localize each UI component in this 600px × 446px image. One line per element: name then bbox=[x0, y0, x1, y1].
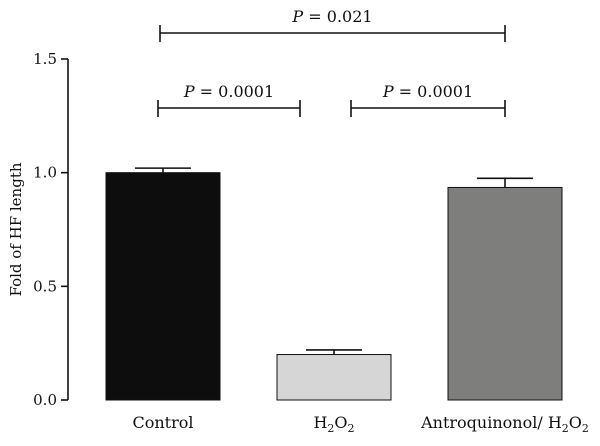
bar-2 bbox=[447, 186, 563, 401]
x-tick-label: H2O2 bbox=[313, 413, 354, 435]
p-value-label: P = 0.0001 bbox=[382, 82, 473, 101]
bar-0 bbox=[105, 172, 221, 401]
p-value-label: P = 0.021 bbox=[291, 7, 372, 26]
y-tick-label: 0.0 bbox=[33, 391, 57, 409]
p-value-label: P = 0.0001 bbox=[183, 82, 274, 101]
bar-1 bbox=[276, 354, 392, 401]
y-axis-label: Fold of HF length bbox=[7, 162, 25, 296]
y-tick-label: 0.5 bbox=[33, 277, 57, 295]
y-tick-label: 1.5 bbox=[33, 50, 57, 68]
y-tick-label: 1.0 bbox=[33, 164, 57, 182]
x-tick-label: Antroquinonol/ H2O2 bbox=[420, 413, 589, 435]
x-tick-label: Control bbox=[132, 413, 193, 432]
